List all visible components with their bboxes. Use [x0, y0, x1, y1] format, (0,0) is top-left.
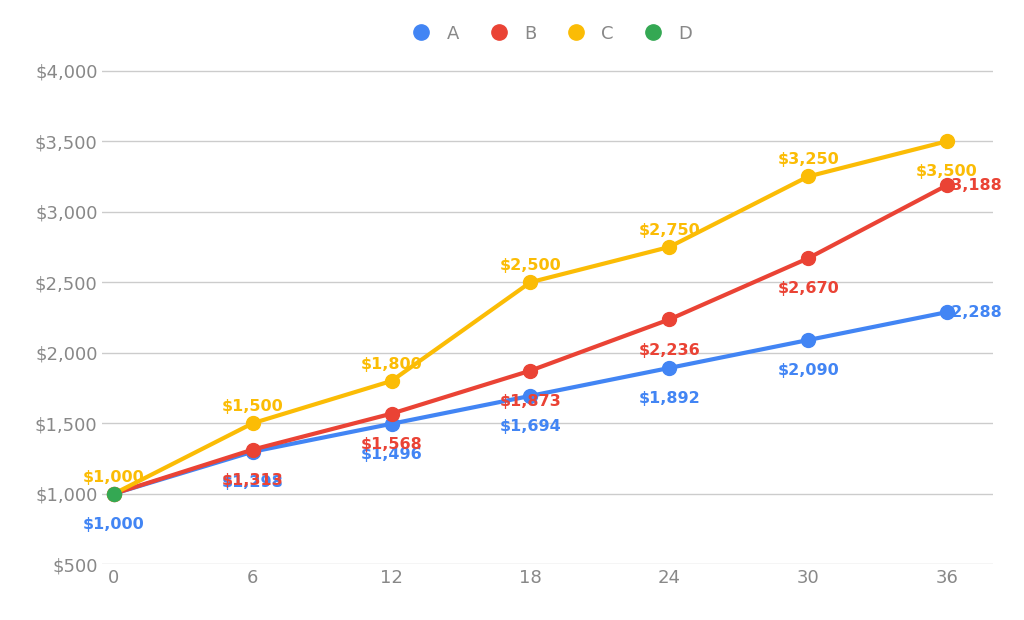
Text: $1,800: $1,800 — [360, 356, 423, 372]
Text: $1,496: $1,496 — [360, 447, 423, 462]
B — [524, 367, 537, 374]
B — [941, 182, 953, 189]
Text: $2,288: $2,288 — [941, 304, 1002, 320]
Legend: A, B, C, D: A, B, C, D — [396, 17, 699, 50]
Text: $1,892: $1,892 — [638, 391, 700, 406]
Text: $1,500: $1,500 — [222, 399, 284, 414]
Text: $1,000: $1,000 — [83, 469, 144, 485]
A — [247, 448, 259, 456]
A — [385, 420, 397, 428]
C — [247, 420, 259, 427]
Text: $1,694: $1,694 — [500, 419, 561, 434]
Text: $2,236: $2,236 — [638, 342, 700, 358]
Text: $2,090: $2,090 — [777, 363, 839, 378]
Line: C: C — [108, 135, 954, 501]
C — [941, 138, 953, 145]
B — [108, 490, 120, 497]
B — [247, 446, 259, 453]
Text: $2,500: $2,500 — [500, 258, 561, 273]
Text: $1,313: $1,313 — [222, 472, 284, 488]
Line: A: A — [108, 305, 954, 501]
Text: $1,000: $1,000 — [83, 516, 144, 532]
A — [664, 364, 676, 371]
B — [802, 255, 814, 262]
C — [108, 490, 120, 497]
Text: $1,568: $1,568 — [360, 436, 423, 452]
Text: $3,500: $3,500 — [916, 164, 978, 179]
Text: $2,670: $2,670 — [777, 281, 839, 296]
Line: B: B — [108, 179, 954, 501]
Text: $2,750: $2,750 — [638, 223, 700, 238]
Text: $3,188: $3,188 — [941, 178, 1002, 193]
B — [664, 316, 676, 323]
B — [385, 410, 397, 417]
C — [385, 377, 397, 384]
C — [524, 278, 537, 286]
A — [802, 336, 814, 343]
C — [802, 173, 814, 180]
A — [108, 490, 120, 497]
Text: $1,873: $1,873 — [500, 394, 561, 409]
C — [664, 243, 676, 250]
Text: $1,298: $1,298 — [222, 475, 284, 490]
A — [941, 308, 953, 316]
Text: $3,250: $3,250 — [777, 153, 839, 167]
A — [524, 392, 537, 399]
